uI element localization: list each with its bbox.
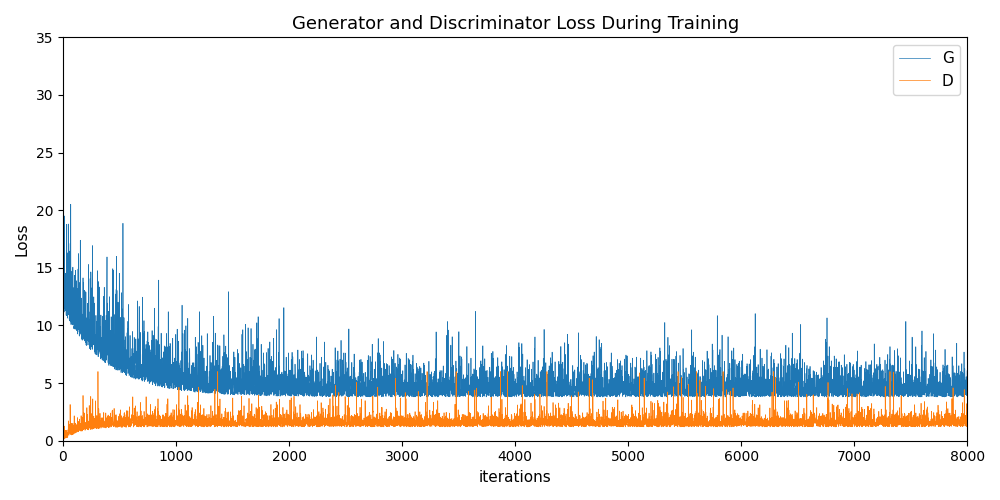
- D: [92, 368, 104, 374]
- G: [727, 393, 739, 399]
- Legend: G, D: G, D: [893, 45, 960, 95]
- D: [592, 422, 604, 428]
- D: [632, 419, 644, 425]
- D: [103, 422, 115, 428]
- D: [385, 414, 397, 420]
- D: [961, 420, 973, 426]
- D: [776, 424, 788, 430]
- G: [632, 374, 644, 380]
- G: [849, 394, 861, 400]
- Title: Generator and Discriminator Loss During Training: Generator and Discriminator Loss During …: [292, 15, 739, 33]
- G: [961, 392, 973, 398]
- Y-axis label: Loss: Loss: [15, 222, 30, 256]
- G: [776, 387, 788, 393]
- G: [57, 34, 69, 40]
- Line: D: D: [63, 372, 967, 440]
- G: [592, 364, 604, 370]
- Line: G: G: [63, 38, 967, 397]
- D: [728, 423, 740, 429]
- D: [57, 432, 69, 438]
- D: [58, 437, 70, 443]
- G: [102, 346, 114, 352]
- X-axis label: iterations: iterations: [479, 470, 552, 485]
- G: [384, 386, 396, 392]
